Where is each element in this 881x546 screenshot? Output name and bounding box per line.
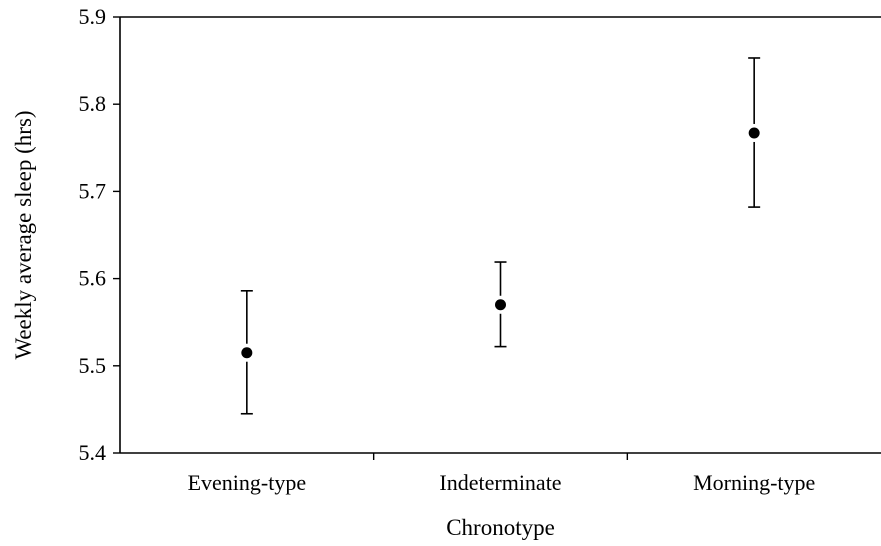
y-tick-label: 5.8 [79, 91, 107, 116]
data-point-group [748, 57, 761, 208]
data-point-group [240, 290, 253, 415]
data-point [748, 127, 760, 139]
x-tick-label: Morning-type [693, 470, 815, 495]
y-tick-label: 5.6 [79, 266, 107, 291]
y-axis-title: Weekly average sleep (hrs) [11, 110, 36, 359]
y-tick-label: 5.7 [79, 178, 107, 203]
y-axis-ticks: 5.4 5.5 5.6 5.7 5.8 5.9 [79, 4, 120, 465]
x-tick-label: Evening-type [188, 470, 307, 495]
y-tick-label: 5.4 [79, 440, 107, 465]
data-point [241, 347, 253, 359]
x-axis-title: Chronotype [446, 515, 555, 540]
y-tick-label: 5.5 [79, 353, 107, 378]
x-tick-label: Indeterminate [439, 470, 561, 495]
data-point [495, 299, 506, 311]
x-axis-ticks: Evening-type Indeterminate Morning-type [188, 453, 815, 495]
data-point-group [494, 261, 507, 348]
plot-area [120, 16, 881, 415]
y-tick-label: 5.9 [79, 4, 107, 29]
